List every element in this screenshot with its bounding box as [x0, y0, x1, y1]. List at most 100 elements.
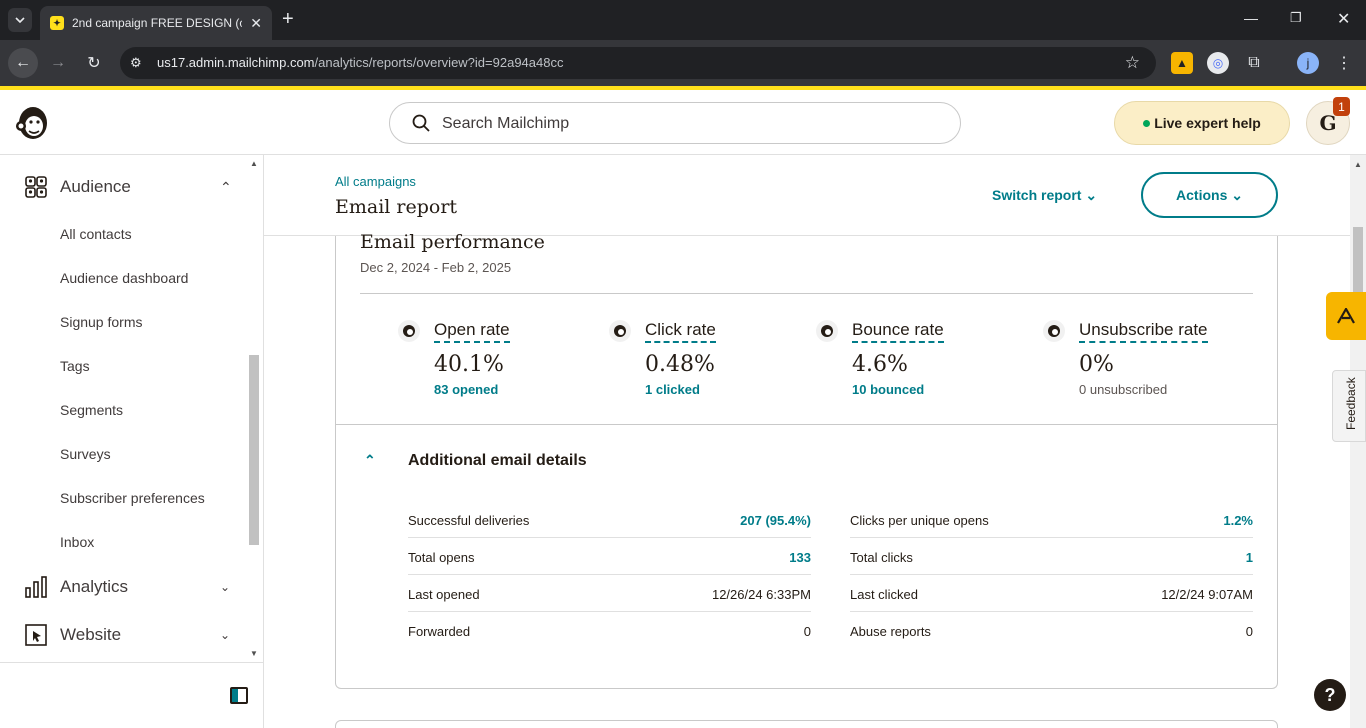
feedback-tab[interactable] [1332, 370, 1366, 442]
browser-toolbar: ← → ↻ ⚙ us17.admin.mailchimp.com/analyti… [0, 40, 1366, 86]
forward-icon[interactable]: → [50, 54, 66, 71]
reload-icon[interactable]: ↻ [87, 55, 101, 72]
site-info-icon[interactable]: ⚙ [130, 55, 142, 70]
help-button[interactable]: ? [1314, 679, 1346, 711]
stat-value: 4.6% [852, 352, 908, 377]
divider [360, 293, 1253, 294]
mailchimp-freddie-icon [398, 320, 420, 342]
sidebar-subitem-segments[interactable]: Segments [60, 402, 124, 418]
switch-report-label: Switch report [992, 187, 1082, 203]
switch-report-button[interactable]: Switch report ⌄ [992, 187, 1097, 204]
email-report-card [335, 236, 1278, 689]
stat-sub-link[interactable]: 1 clicked [645, 382, 700, 397]
sidebar-item-label: Website [60, 625, 122, 644]
stat-label[interactable]: Unsubscribe rate [1079, 320, 1208, 343]
audience-icon [25, 176, 47, 198]
address-bar[interactable]: ⚙ us17.admin.mailchimp.com/analytics/rep… [120, 47, 1156, 79]
extension-icon[interactable]: ◎ [1207, 52, 1229, 74]
search-input[interactable]: Search Mailchimp [389, 102, 961, 144]
detail-label: Forwarded [408, 624, 471, 639]
extension-logo-icon [1337, 308, 1355, 324]
chevron-down-icon: ⌄ [220, 580, 231, 594]
report-header: All campaigns Email report Switch report… [264, 155, 1350, 236]
sidebar-subitem-audience-dashboard[interactable]: Audience dashboard [60, 270, 189, 286]
stat-label[interactable]: Open rate [434, 320, 510, 343]
detail-row: Last clicked 12/2/24 9:07AM [850, 575, 1253, 612]
new-tab-icon[interactable]: + [282, 8, 294, 30]
feedback-label: Feedback [1344, 377, 1358, 430]
chevron-down-icon: ⌄ [1085, 187, 1098, 203]
detail-value: 12/2/24 9:07AM [1161, 587, 1253, 602]
chevron-up-icon[interactable]: ⌃ [364, 452, 376, 468]
extension-side-button[interactable] [1326, 292, 1366, 340]
detail-value-link[interactable]: 133 [789, 550, 811, 565]
actions-label: Actions [1176, 187, 1228, 203]
divider [0, 662, 264, 663]
live-expert-help-button[interactable]: Live expert help [1114, 101, 1290, 145]
browser-tab-bar: ✦ 2nd campaign FREE DESIGN (co ✕ + — ❐ ✕ [0, 0, 1366, 40]
sidebar-subitem-all-contacts[interactable]: All contacts [60, 226, 132, 242]
detail-row: Forwarded 0 [408, 612, 811, 649]
stat-sub-link[interactable]: 10 bounced [852, 382, 925, 397]
app-header: Search Mailchimp Live expert help G 1 [0, 90, 1366, 155]
collapse-sidebar-icon[interactable] [230, 687, 248, 704]
detail-value-link[interactable]: 207 (95.4%) [740, 513, 811, 528]
sidebar-scrollbar-thumb[interactable] [249, 355, 259, 545]
detail-value-link[interactable]: 1.2% [1223, 513, 1253, 528]
sidebar-subitem-surveys[interactable]: Surveys [60, 446, 111, 462]
sidebar-subitem-inbox[interactable]: Inbox [60, 534, 95, 550]
detail-label: Clicks per unique opens [850, 513, 989, 528]
search-icon [412, 114, 430, 132]
tab-list-button[interactable] [8, 8, 32, 32]
browser-tab[interactable]: ✦ 2nd campaign FREE DESIGN (co ✕ [40, 6, 272, 40]
mailchimp-logo-icon[interactable] [12, 102, 52, 142]
notification-badge: 1 [1333, 97, 1350, 116]
sidebar-item-website[interactable]: Website ⌄ [0, 613, 246, 657]
menu-kebab-icon[interactable]: ⋮ [1336, 55, 1352, 72]
bookmark-star-icon[interactable]: ☆ [1124, 53, 1140, 72]
sidebar-item-audience[interactable]: Audience ⌃ [0, 165, 246, 209]
puzzle-icon[interactable]: ⧉ [1248, 54, 1260, 71]
detail-row: Successful deliveries 207 (95.4%) [408, 501, 811, 538]
sidebar-subitem-tags[interactable]: Tags [60, 358, 90, 374]
detail-value: 0 [1245, 624, 1253, 639]
breadcrumb[interactable]: All campaigns [335, 174, 416, 189]
detail-row: Total opens 133 [408, 538, 811, 575]
stat-value: 0.48% [645, 352, 715, 377]
tab-title: 2nd campaign FREE DESIGN (co [72, 16, 242, 30]
stat-sub-text: 0 unsubscribed [1079, 382, 1168, 397]
stat-label[interactable]: Click rate [645, 320, 716, 343]
additional-details-toggle[interactable]: Additional email details [408, 452, 587, 469]
page-scrollbar-thumb[interactable] [1353, 227, 1363, 293]
detail-label: Abuse reports [850, 624, 931, 639]
scroll-up-arrow-icon[interactable]: ▲ [1354, 160, 1362, 169]
extension-icon[interactable]: ▲ [1171, 52, 1193, 74]
stat-sub-link[interactable]: 83 opened [434, 382, 499, 397]
sidebar-subitem-signup-forms[interactable]: Signup forms [60, 314, 143, 330]
chevron-down-icon [15, 17, 25, 23]
profile-avatar[interactable]: j [1297, 52, 1319, 74]
stat-label[interactable]: Bounce rate [852, 320, 944, 343]
divider [336, 424, 1277, 425]
next-section-card [335, 720, 1278, 728]
sidebar-item-analytics[interactable]: Analytics ⌄ [0, 565, 246, 609]
account-avatar[interactable]: G [1306, 101, 1350, 145]
brand-accent-bar [0, 86, 1366, 90]
sidebar-item-label: Analytics [60, 577, 129, 596]
scroll-up-arrow-icon[interactable]: ▲ [250, 159, 258, 168]
actions-button[interactable]: Actions ⌄ [1141, 172, 1278, 218]
mailchimp-freddie-icon [816, 320, 838, 342]
detail-label: Total opens [408, 550, 475, 565]
page-title: Email report [335, 196, 458, 218]
minimize-icon[interactable]: — [1244, 10, 1258, 26]
stat-value: 40.1% [434, 352, 504, 377]
sidebar-subitem-subscriber-preferences[interactable]: Subscriber preferences [60, 490, 205, 506]
detail-value-link[interactable]: 1 [1245, 550, 1253, 565]
chevron-down-icon: ⌄ [220, 628, 231, 642]
back-icon[interactable]: ← [8, 48, 38, 78]
restore-icon[interactable]: ❐ [1290, 10, 1302, 25]
close-window-icon[interactable]: ✕ [1337, 11, 1351, 28]
tab-close-icon[interactable]: ✕ [250, 15, 262, 31]
sidebar-item-label: Audience [60, 177, 131, 196]
scroll-down-arrow-icon[interactable]: ▼ [250, 649, 258, 658]
